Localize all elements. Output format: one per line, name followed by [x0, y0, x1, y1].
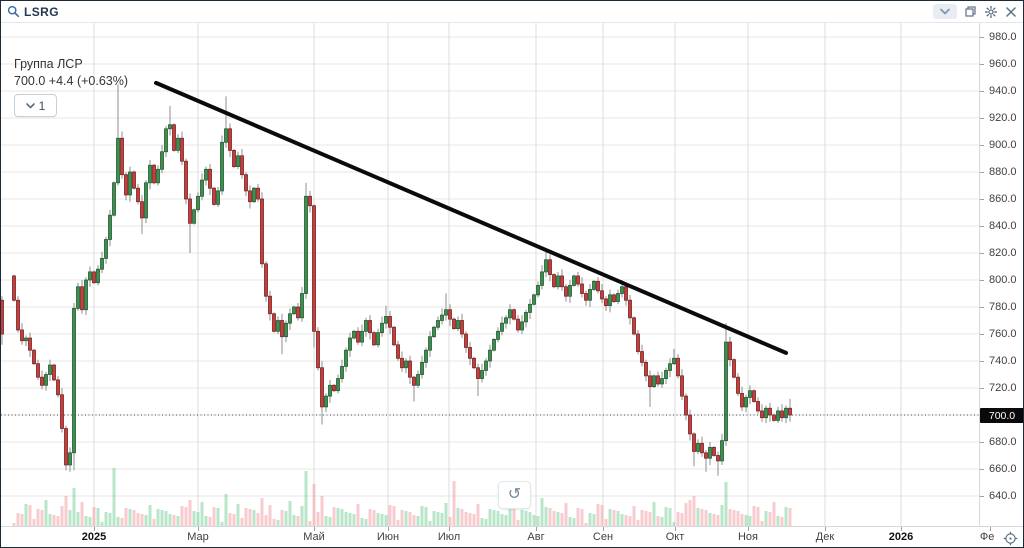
window-titlebar: LSRG — [1, 1, 1023, 23]
price-axis-tick — [980, 64, 984, 65]
price-axis-label: 880.0 — [989, 166, 1017, 178]
time-axis[interactable]: 2025 Мар Май Июн Июл Авг Сен Окт Ноя Дек 2026 Фев — [1, 526, 1023, 547]
time-axis-label: Окт — [665, 531, 685, 543]
chart-legend: Группа ЛСР 700.0 +4.4 (+0.63%) 1 — [14, 57, 128, 117]
time-axis-tick — [198, 527, 199, 531]
time-axis-tick — [825, 527, 826, 531]
time-axis-tick — [990, 527, 991, 531]
time-axis-label: 2026 — [888, 531, 914, 543]
time-axis-tick — [901, 527, 902, 531]
price-axis[interactable]: 980.0 960.0 940.0 920.0 900.0 880.0 860.0 840.0… — [979, 22, 1023, 526]
time-axis-tick — [675, 527, 676, 531]
price-axis-tick — [980, 496, 984, 497]
price-change-percent: (+0.63%) — [76, 74, 129, 88]
price-change: +4.4 — [48, 74, 74, 88]
time-axis-tick — [94, 527, 95, 531]
price-axis-label: 680.0 — [989, 436, 1017, 448]
price-axis-label: 980.0 — [989, 31, 1017, 43]
search-icon[interactable] — [7, 5, 20, 18]
close-icon[interactable] — [1004, 5, 1017, 18]
price-axis-label: 920.0 — [989, 112, 1017, 124]
time-axis-tick — [536, 527, 537, 531]
time-axis-tick — [603, 527, 604, 531]
price-axis-label: 740.0 — [989, 355, 1017, 367]
current-price-tag: 700.0 — [980, 408, 1023, 423]
time-axis-label: Сен — [592, 531, 614, 543]
scale-settings-icon — [1003, 531, 1017, 546]
price-axis-label: 660.0 — [989, 463, 1017, 475]
price-and-change: 700.0 +4.4 (+0.63%) — [14, 74, 128, 88]
price-axis-tick — [980, 388, 984, 389]
chevron-down-icon — [25, 102, 35, 108]
interval-selector-button[interactable]: 1 — [14, 94, 57, 117]
price-axis-label: 780.0 — [989, 301, 1017, 313]
instrument-name: Группа ЛСР — [14, 57, 83, 71]
price-axis-label: 800.0 — [989, 274, 1017, 286]
reload-chart-button[interactable]: ↺ — [498, 481, 531, 509]
price-axis-tick — [980, 226, 984, 227]
price-axis-label: 900.0 — [989, 139, 1017, 151]
chevron-down-icon — [940, 8, 950, 15]
time-axis-label: Июл — [437, 531, 461, 543]
interval-value: 1 — [38, 98, 46, 113]
time-axis-label: Дек — [815, 531, 835, 543]
time-axis-label: Авг — [527, 531, 545, 543]
restore-window-icon[interactable] — [964, 5, 977, 18]
price-axis-tick — [980, 469, 984, 470]
time-axis-tick — [449, 527, 450, 531]
refresh-icon: ↺ — [507, 486, 522, 503]
price-axis-tick — [980, 334, 984, 335]
ticker-symbol[interactable]: LSRG — [24, 4, 59, 19]
price-axis-tick — [980, 145, 984, 146]
gear-icon[interactable] — [984, 5, 997, 18]
price-axis-tick — [980, 280, 984, 281]
price-axis-tick — [980, 307, 984, 308]
price-axis-label: 960.0 — [989, 58, 1017, 70]
price-axis-label: 860.0 — [989, 193, 1017, 205]
time-axis-tick — [748, 527, 749, 531]
price-axis-label: 640.0 — [989, 490, 1017, 502]
time-axis-label: Июн — [376, 531, 400, 543]
price-axis-tick — [980, 442, 984, 443]
price-axis-tick — [980, 172, 984, 173]
price-axis-label: 840.0 — [989, 220, 1017, 232]
time-axis-label: Ноя — [737, 531, 759, 543]
chart-select-dropdown-button[interactable] — [933, 4, 957, 19]
last-price: 700.0 — [14, 74, 46, 88]
price-axis-label: 720.0 — [989, 382, 1017, 394]
price-axis-label: 760.0 — [989, 328, 1017, 340]
time-axis-label: 2025 — [81, 531, 107, 543]
price-axis-tick — [980, 361, 984, 362]
time-axis-tick — [388, 527, 389, 531]
price-axis-tick — [980, 37, 984, 38]
time-axis-label: Мар — [187, 531, 209, 543]
time-axis-label: Май — [303, 531, 325, 543]
time-axis-tick — [314, 527, 315, 531]
axis-settings-button[interactable] — [995, 527, 1023, 547]
price-axis-tick — [980, 253, 984, 254]
price-axis-label: 940.0 — [989, 85, 1017, 97]
price-axis-tick — [980, 118, 984, 119]
price-axis-label: 820.0 — [989, 247, 1017, 259]
price-axis-tick — [980, 199, 984, 200]
price-axis-tick — [980, 91, 984, 92]
